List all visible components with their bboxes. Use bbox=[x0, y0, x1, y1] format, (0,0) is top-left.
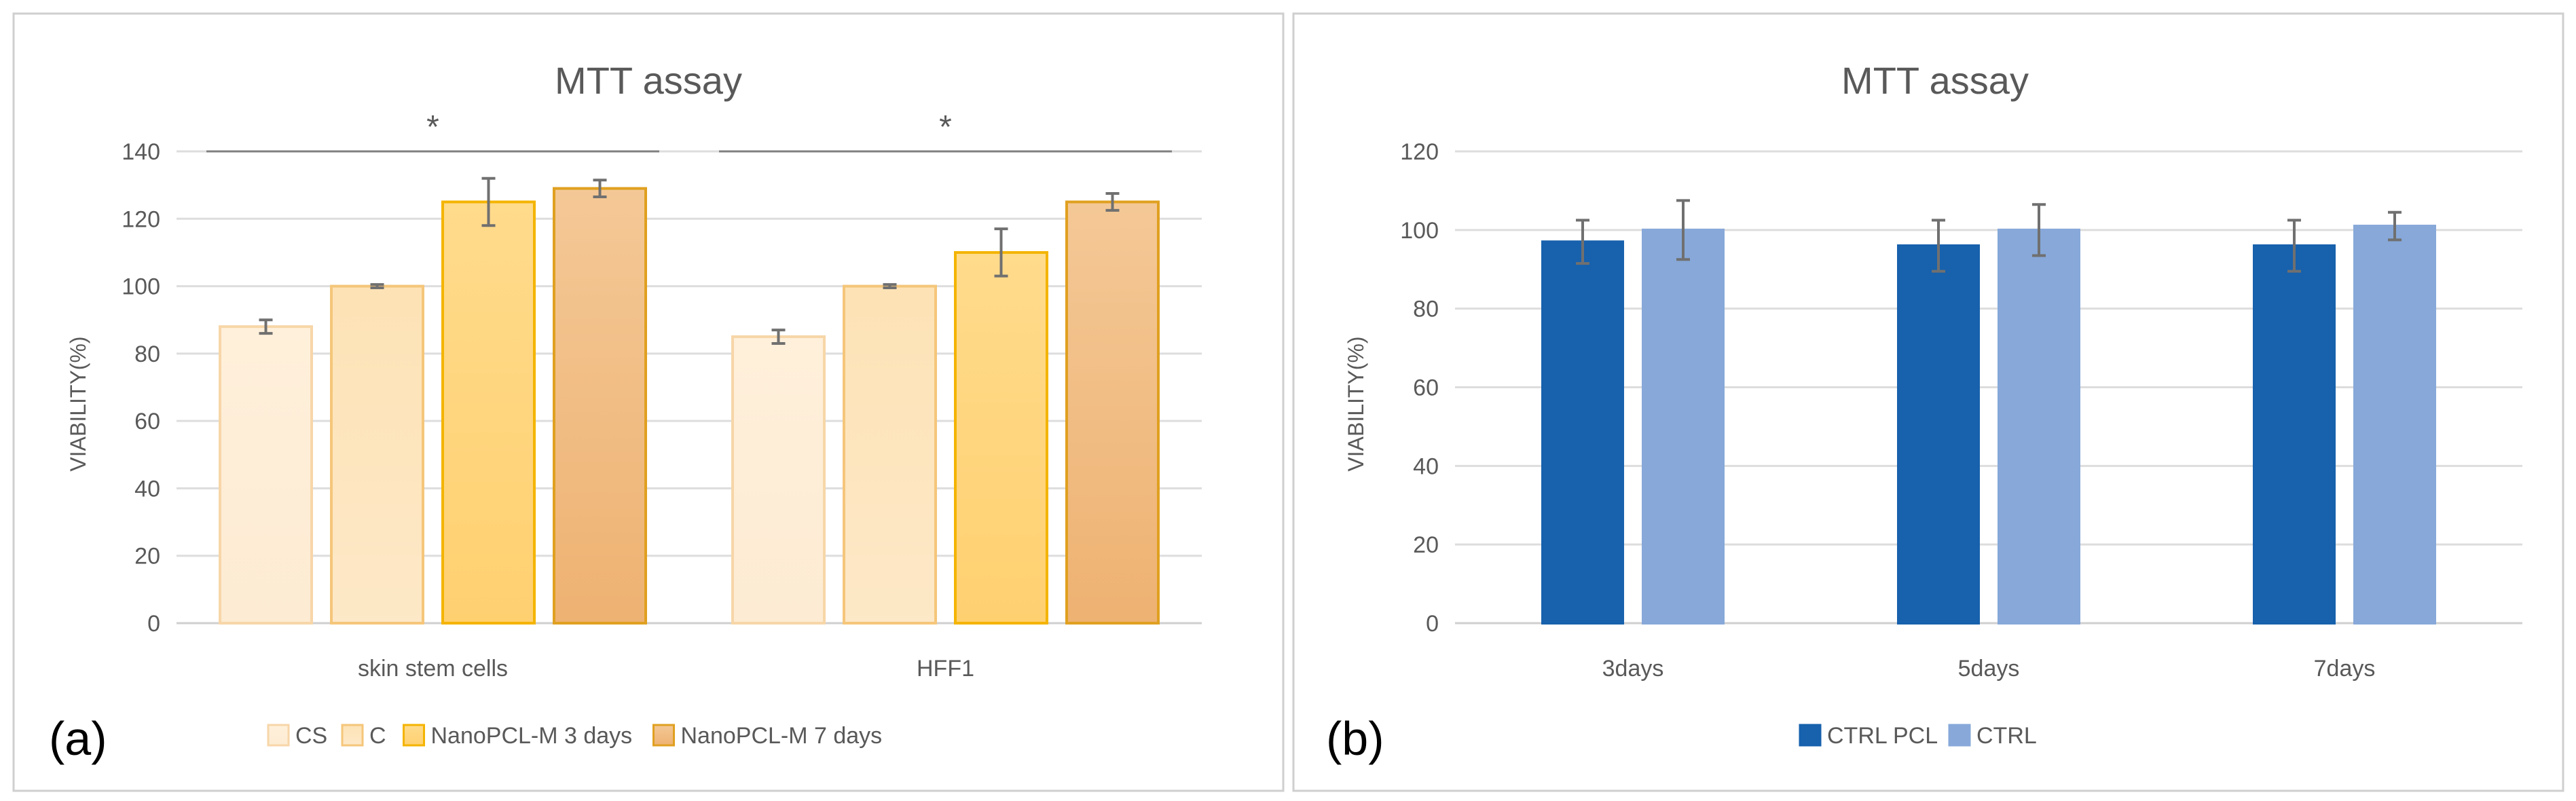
y-tick-label: 0 bbox=[147, 611, 160, 637]
bar bbox=[2353, 225, 2436, 625]
legend-swatch bbox=[1799, 724, 1822, 747]
significance-marker: * bbox=[426, 109, 439, 145]
legend-swatch bbox=[267, 724, 290, 747]
bar bbox=[441, 200, 536, 625]
bar bbox=[1897, 244, 1980, 625]
bar bbox=[1998, 228, 2080, 625]
bar bbox=[553, 187, 647, 625]
legend-label: CTRL bbox=[1976, 723, 2037, 749]
y-tick-label: 80 bbox=[134, 341, 160, 367]
y-tick-label: 20 bbox=[1413, 532, 1439, 558]
error-bars bbox=[259, 176, 1120, 345]
y-tick-label: 140 bbox=[122, 139, 160, 165]
bar bbox=[954, 250, 1048, 625]
legend-swatch bbox=[652, 724, 675, 747]
legend: CTRL PCL CTRL bbox=[1799, 723, 2037, 749]
x-tick-labels: 3days 5days 7days bbox=[1602, 656, 2376, 682]
bar bbox=[1541, 240, 1624, 625]
y-tick-labels: 0 20 40 60 80 100 120 bbox=[1400, 139, 1439, 637]
y-tick-label: 60 bbox=[134, 409, 160, 434]
y-tick-label: 100 bbox=[1400, 218, 1439, 244]
error-bars bbox=[1576, 199, 2402, 273]
x-tick-label: HFF1 bbox=[917, 656, 974, 682]
significance-marker: * bbox=[939, 109, 952, 145]
panel-label: (b) bbox=[1326, 712, 1384, 765]
chart-title: MTT assay bbox=[1841, 59, 2029, 102]
y-tick-label: 100 bbox=[122, 274, 160, 300]
bar bbox=[1065, 200, 1160, 625]
y-tick-label: 120 bbox=[122, 206, 160, 232]
legend-swatch bbox=[403, 724, 425, 747]
y-tick-label: 40 bbox=[134, 476, 160, 502]
y-tick-label: 60 bbox=[1413, 375, 1439, 401]
legend: CS C NanoPCL-M 3 days NanoPCL-M 7 days bbox=[267, 723, 883, 749]
legend-label: NanoPCL-M 7 days bbox=[681, 723, 883, 749]
legend-swatch bbox=[341, 724, 364, 747]
chart-panel-b: MTT assay VIABILITY(%) 0 20 40 60 80 100 120 3… bbox=[1292, 12, 2564, 792]
y-tick-label: 80 bbox=[1413, 297, 1439, 322]
x-tick-label: 3days bbox=[1602, 656, 1664, 682]
legend-label: CTRL PCL bbox=[1827, 723, 1938, 749]
bar bbox=[731, 335, 826, 625]
y-tick-labels: 0 20 40 60 80 100 120 140 bbox=[122, 139, 160, 637]
chart-panel-a: MTT assay VIABILITY(%) 0 20 40 60 80 100 120 14… bbox=[12, 12, 1285, 792]
x-tick-label: skin stem cells bbox=[358, 656, 508, 682]
legend-label: CS bbox=[295, 723, 327, 749]
y-tick-label: 40 bbox=[1413, 453, 1439, 479]
y-tick-label: 0 bbox=[1426, 611, 1439, 637]
x-tick-labels: skin stem cells HFF1 bbox=[358, 656, 974, 682]
legend-label: C bbox=[369, 723, 386, 749]
bar bbox=[843, 284, 937, 625]
bar bbox=[2253, 244, 2336, 625]
legend-swatch bbox=[1948, 724, 1971, 747]
gridlines bbox=[1455, 150, 2522, 625]
y-axis-label: VIABILITY(%) bbox=[66, 336, 90, 471]
bar bbox=[330, 284, 424, 625]
panel-label: (a) bbox=[49, 712, 107, 765]
x-tick-label: 5days bbox=[1958, 656, 2020, 682]
bar bbox=[219, 325, 313, 625]
chart-title: MTT assay bbox=[555, 59, 742, 102]
y-tick-label: 20 bbox=[134, 544, 160, 570]
significance-markers: * * bbox=[206, 109, 1172, 153]
y-axis-label: VIABILITY(%) bbox=[1344, 336, 1368, 471]
legend-label: NanoPCL-M 3 days bbox=[431, 723, 633, 749]
bar bbox=[1642, 228, 1725, 625]
y-tick-label: 120 bbox=[1400, 139, 1439, 165]
x-tick-label: 7days bbox=[2314, 656, 2376, 682]
